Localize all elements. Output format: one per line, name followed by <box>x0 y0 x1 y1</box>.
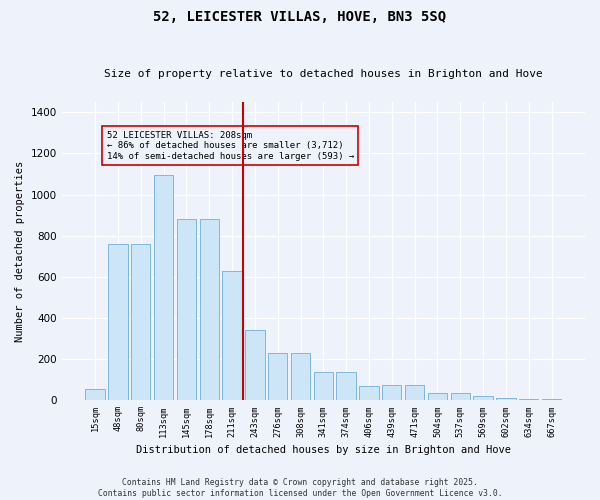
Bar <box>473 396 493 400</box>
Bar <box>405 385 424 400</box>
Bar <box>496 398 515 400</box>
Bar <box>108 244 128 400</box>
Bar <box>382 385 401 400</box>
Bar <box>337 372 356 400</box>
Bar <box>519 398 538 400</box>
Bar <box>223 270 242 400</box>
Bar <box>451 393 470 400</box>
Bar <box>154 175 173 400</box>
Bar <box>177 220 196 400</box>
Bar <box>131 244 151 400</box>
X-axis label: Distribution of detached houses by size in Brighton and Hove: Distribution of detached houses by size … <box>136 445 511 455</box>
Y-axis label: Number of detached properties: Number of detached properties <box>15 160 25 342</box>
Bar <box>542 398 561 400</box>
Title: Size of property relative to detached houses in Brighton and Hove: Size of property relative to detached ho… <box>104 69 543 79</box>
Bar <box>268 353 287 401</box>
Text: Contains HM Land Registry data © Crown copyright and database right 2025.
Contai: Contains HM Land Registry data © Crown c… <box>98 478 502 498</box>
Bar <box>85 389 105 400</box>
Bar <box>359 386 379 400</box>
Text: 52, LEICESTER VILLAS, HOVE, BN3 5SQ: 52, LEICESTER VILLAS, HOVE, BN3 5SQ <box>154 10 446 24</box>
Text: 52 LEICESTER VILLAS: 208sqm
← 86% of detached houses are smaller (3,712)
14% of : 52 LEICESTER VILLAS: 208sqm ← 86% of det… <box>107 131 354 160</box>
Bar <box>428 393 447 400</box>
Bar <box>245 330 265 400</box>
Bar <box>200 220 219 400</box>
Bar <box>291 353 310 401</box>
Bar <box>314 372 333 400</box>
